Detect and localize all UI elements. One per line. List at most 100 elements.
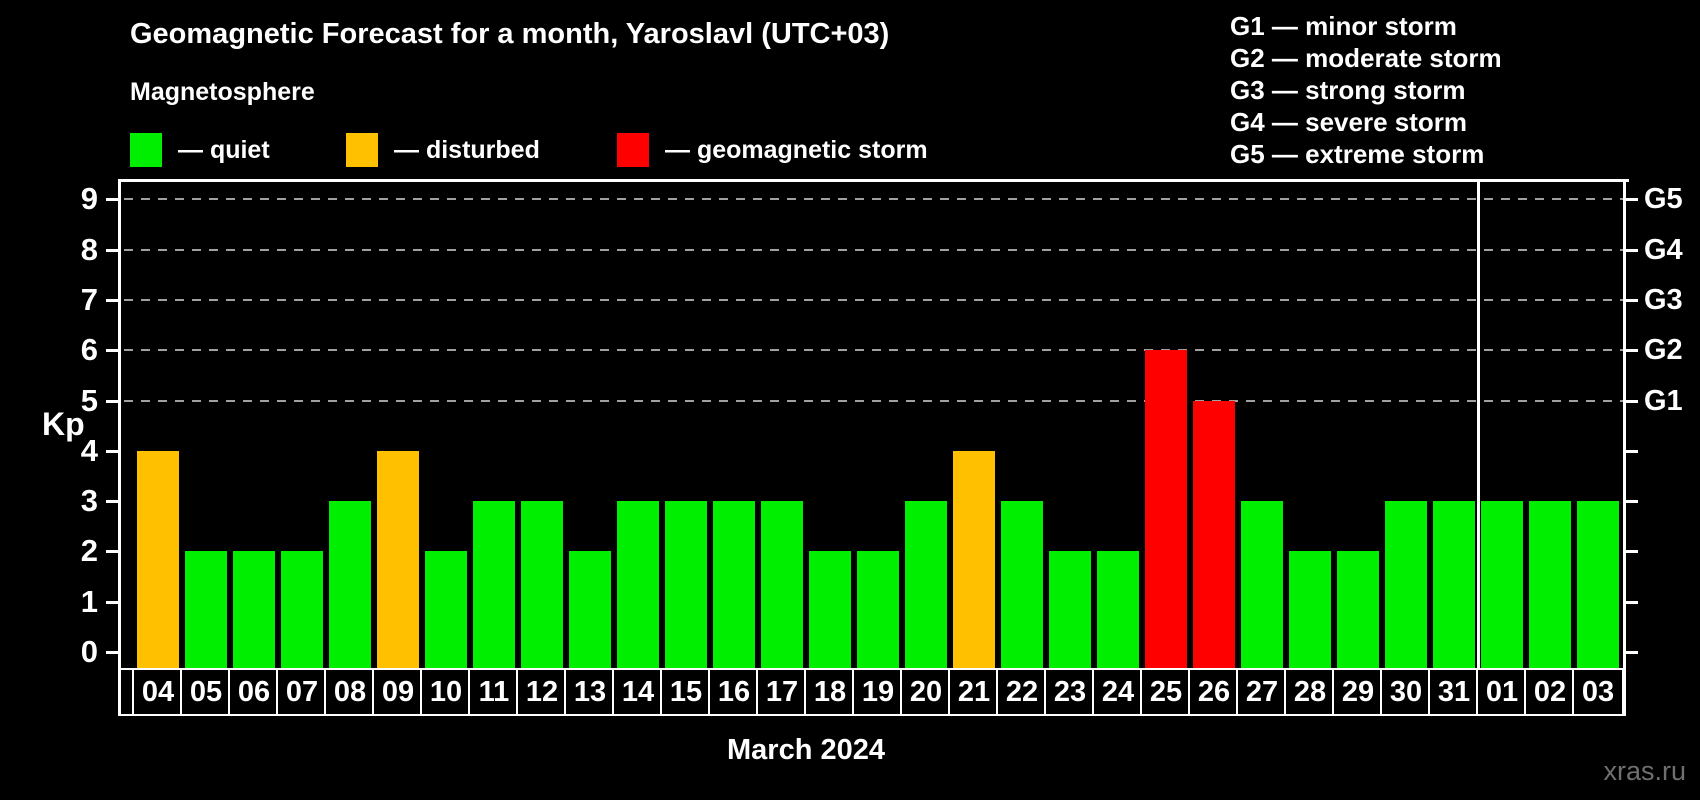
bar-day-15 xyxy=(665,501,707,668)
date-label-cell-21: 21 xyxy=(948,668,1000,716)
g-scale-axis-label-g4: G4 xyxy=(1644,233,1683,266)
g-scale-axis-label-g2: G2 xyxy=(1644,334,1683,367)
y-axis-tick-label-8: 8 xyxy=(80,231,98,267)
g-scale-axis-label-g5: G5 xyxy=(1644,183,1683,216)
g-scale-legend: G1 — minor storm G2 — moderate storm G3 — … xyxy=(1230,10,1502,170)
g-scale-axis-label-g3: G3 xyxy=(1644,283,1683,316)
y-axis-tick-right-2 xyxy=(1626,550,1638,554)
date-label-cell-05: 05 xyxy=(180,668,232,716)
legend-swatch-disturbed xyxy=(346,133,378,167)
date-label-cell-22: 22 xyxy=(996,668,1048,716)
y-axis-tick-label-3: 3 xyxy=(80,483,98,519)
bar-day-06 xyxy=(233,551,275,668)
date-label-cell-14: 14 xyxy=(612,668,664,716)
bar-day-30 xyxy=(1385,501,1427,668)
legend-swatch-storm xyxy=(617,133,649,167)
gridline-kp7 xyxy=(124,298,1623,301)
y-axis-tick-left-8 xyxy=(106,248,118,252)
legend-swatch-quiet xyxy=(130,133,162,167)
g-scale-item-3: G3 — strong storm xyxy=(1230,75,1466,105)
date-label-cell-04: 04 xyxy=(132,668,184,716)
y-axis-tick-label-1: 1 xyxy=(80,583,98,619)
date-label-cell-19: 19 xyxy=(852,668,904,716)
date-label-cell-16: 16 xyxy=(708,668,760,716)
date-label-cell-20: 20 xyxy=(900,668,952,716)
bar-day-04 xyxy=(137,450,179,668)
bar-day-02 xyxy=(1529,501,1571,668)
bar-day-17 xyxy=(761,501,803,668)
y-axis-tick-right-9 xyxy=(1626,198,1638,202)
bar-day-26 xyxy=(1193,400,1235,668)
date-strip-top-border xyxy=(118,668,1626,670)
bar-day-09 xyxy=(377,450,419,668)
legend-label-storm: — geomagnetic storm xyxy=(665,136,928,164)
magnetosphere-subtitle: Magnetosphere xyxy=(130,78,315,106)
y-axis-title: Kp xyxy=(42,406,85,442)
bar-day-23 xyxy=(1049,551,1091,668)
y-axis-tick-left-3 xyxy=(106,500,118,504)
y-axis-tick-right-4 xyxy=(1626,449,1638,453)
bar-day-18 xyxy=(809,551,851,668)
y-axis-tick-left-9 xyxy=(106,198,118,202)
bar-day-29 xyxy=(1337,551,1379,668)
date-label-cell-17: 17 xyxy=(756,668,808,716)
g-scale-item-2: G2 — moderate storm xyxy=(1230,43,1502,73)
x-axis-title: March 2024 xyxy=(727,734,885,766)
bar-day-22 xyxy=(1001,501,1043,668)
y-axis-tick-left-0 xyxy=(106,651,118,654)
y-axis-tick-right-8 xyxy=(1626,248,1638,252)
date-label-cell-03: 03 xyxy=(1572,668,1624,716)
date-label-cell-27: 27 xyxy=(1236,668,1288,716)
date-label-cell-02: 02 xyxy=(1524,668,1576,716)
y-axis-tick-right-5 xyxy=(1626,399,1638,403)
date-label-cell-28: 28 xyxy=(1284,668,1336,716)
date-label-cell-10: 10 xyxy=(420,668,472,716)
g-scale-axis-label-g1: G1 xyxy=(1644,384,1683,417)
bar-day-16 xyxy=(713,501,755,668)
y-axis-tick-left-4 xyxy=(106,449,118,453)
bar-day-24 xyxy=(1097,551,1139,668)
bar-day-11 xyxy=(473,501,515,668)
bar-day-31 xyxy=(1433,501,1475,668)
bar-day-13 xyxy=(569,551,611,668)
date-label-cell-26: 26 xyxy=(1188,668,1240,716)
date-label-cell-12: 12 xyxy=(516,668,568,716)
y-axis-left xyxy=(118,179,121,716)
date-label-cell-01: 01 xyxy=(1476,668,1528,716)
y-axis-tick-right-7 xyxy=(1626,298,1638,302)
bar-day-10 xyxy=(425,551,467,668)
y-axis-tick-left-2 xyxy=(106,550,118,554)
date-label-cell-11: 11 xyxy=(468,668,520,716)
bar-day-08 xyxy=(329,501,371,668)
g-scale-item-4: G4 — severe storm xyxy=(1230,107,1468,137)
date-label-cell-09: 09 xyxy=(372,668,424,716)
bar-day-07 xyxy=(281,551,323,668)
date-strip-bottom-border xyxy=(118,714,1626,716)
y-axis-tick-left-7 xyxy=(106,298,118,302)
y-axis-tick-left-5 xyxy=(106,399,118,403)
bar-day-19 xyxy=(857,551,899,668)
date-label-cell-25: 25 xyxy=(1140,668,1192,716)
page-title: Geomagnetic Forecast for a month, Yarosl… xyxy=(130,18,890,50)
date-label-cell-08: 08 xyxy=(324,668,376,716)
watermark: xras.ru xyxy=(1603,756,1686,786)
date-label-cell-23: 23 xyxy=(1044,668,1096,716)
magnetosphere-legend: — quiet — disturbed — geomagnetic storm xyxy=(0,133,1000,173)
g-scale-item-5: G5 — extreme storm xyxy=(1230,139,1485,169)
y-axis-tick-label-7: 7 xyxy=(80,281,98,317)
y-axis-tick-label-9: 9 xyxy=(80,181,98,217)
gridline-kp9 xyxy=(124,198,1623,201)
y-axis-tick-right-1 xyxy=(1626,600,1638,604)
bar-day-01 xyxy=(1481,501,1523,668)
y-axis-tick-label-4: 4 xyxy=(80,432,98,468)
bar-day-20 xyxy=(905,501,947,668)
date-label-cell-15: 15 xyxy=(660,668,712,716)
y-axis-tick-label-2: 2 xyxy=(80,533,98,569)
g-scale-item-1: G1 — minor storm xyxy=(1230,11,1457,41)
y-axis-tick-label-0: 0 xyxy=(80,634,98,669)
y-axis-tick-right-0 xyxy=(1626,651,1638,654)
plot-top-border xyxy=(118,179,1629,182)
gridline-kp5 xyxy=(124,399,1623,402)
bar-day-05 xyxy=(185,551,227,668)
